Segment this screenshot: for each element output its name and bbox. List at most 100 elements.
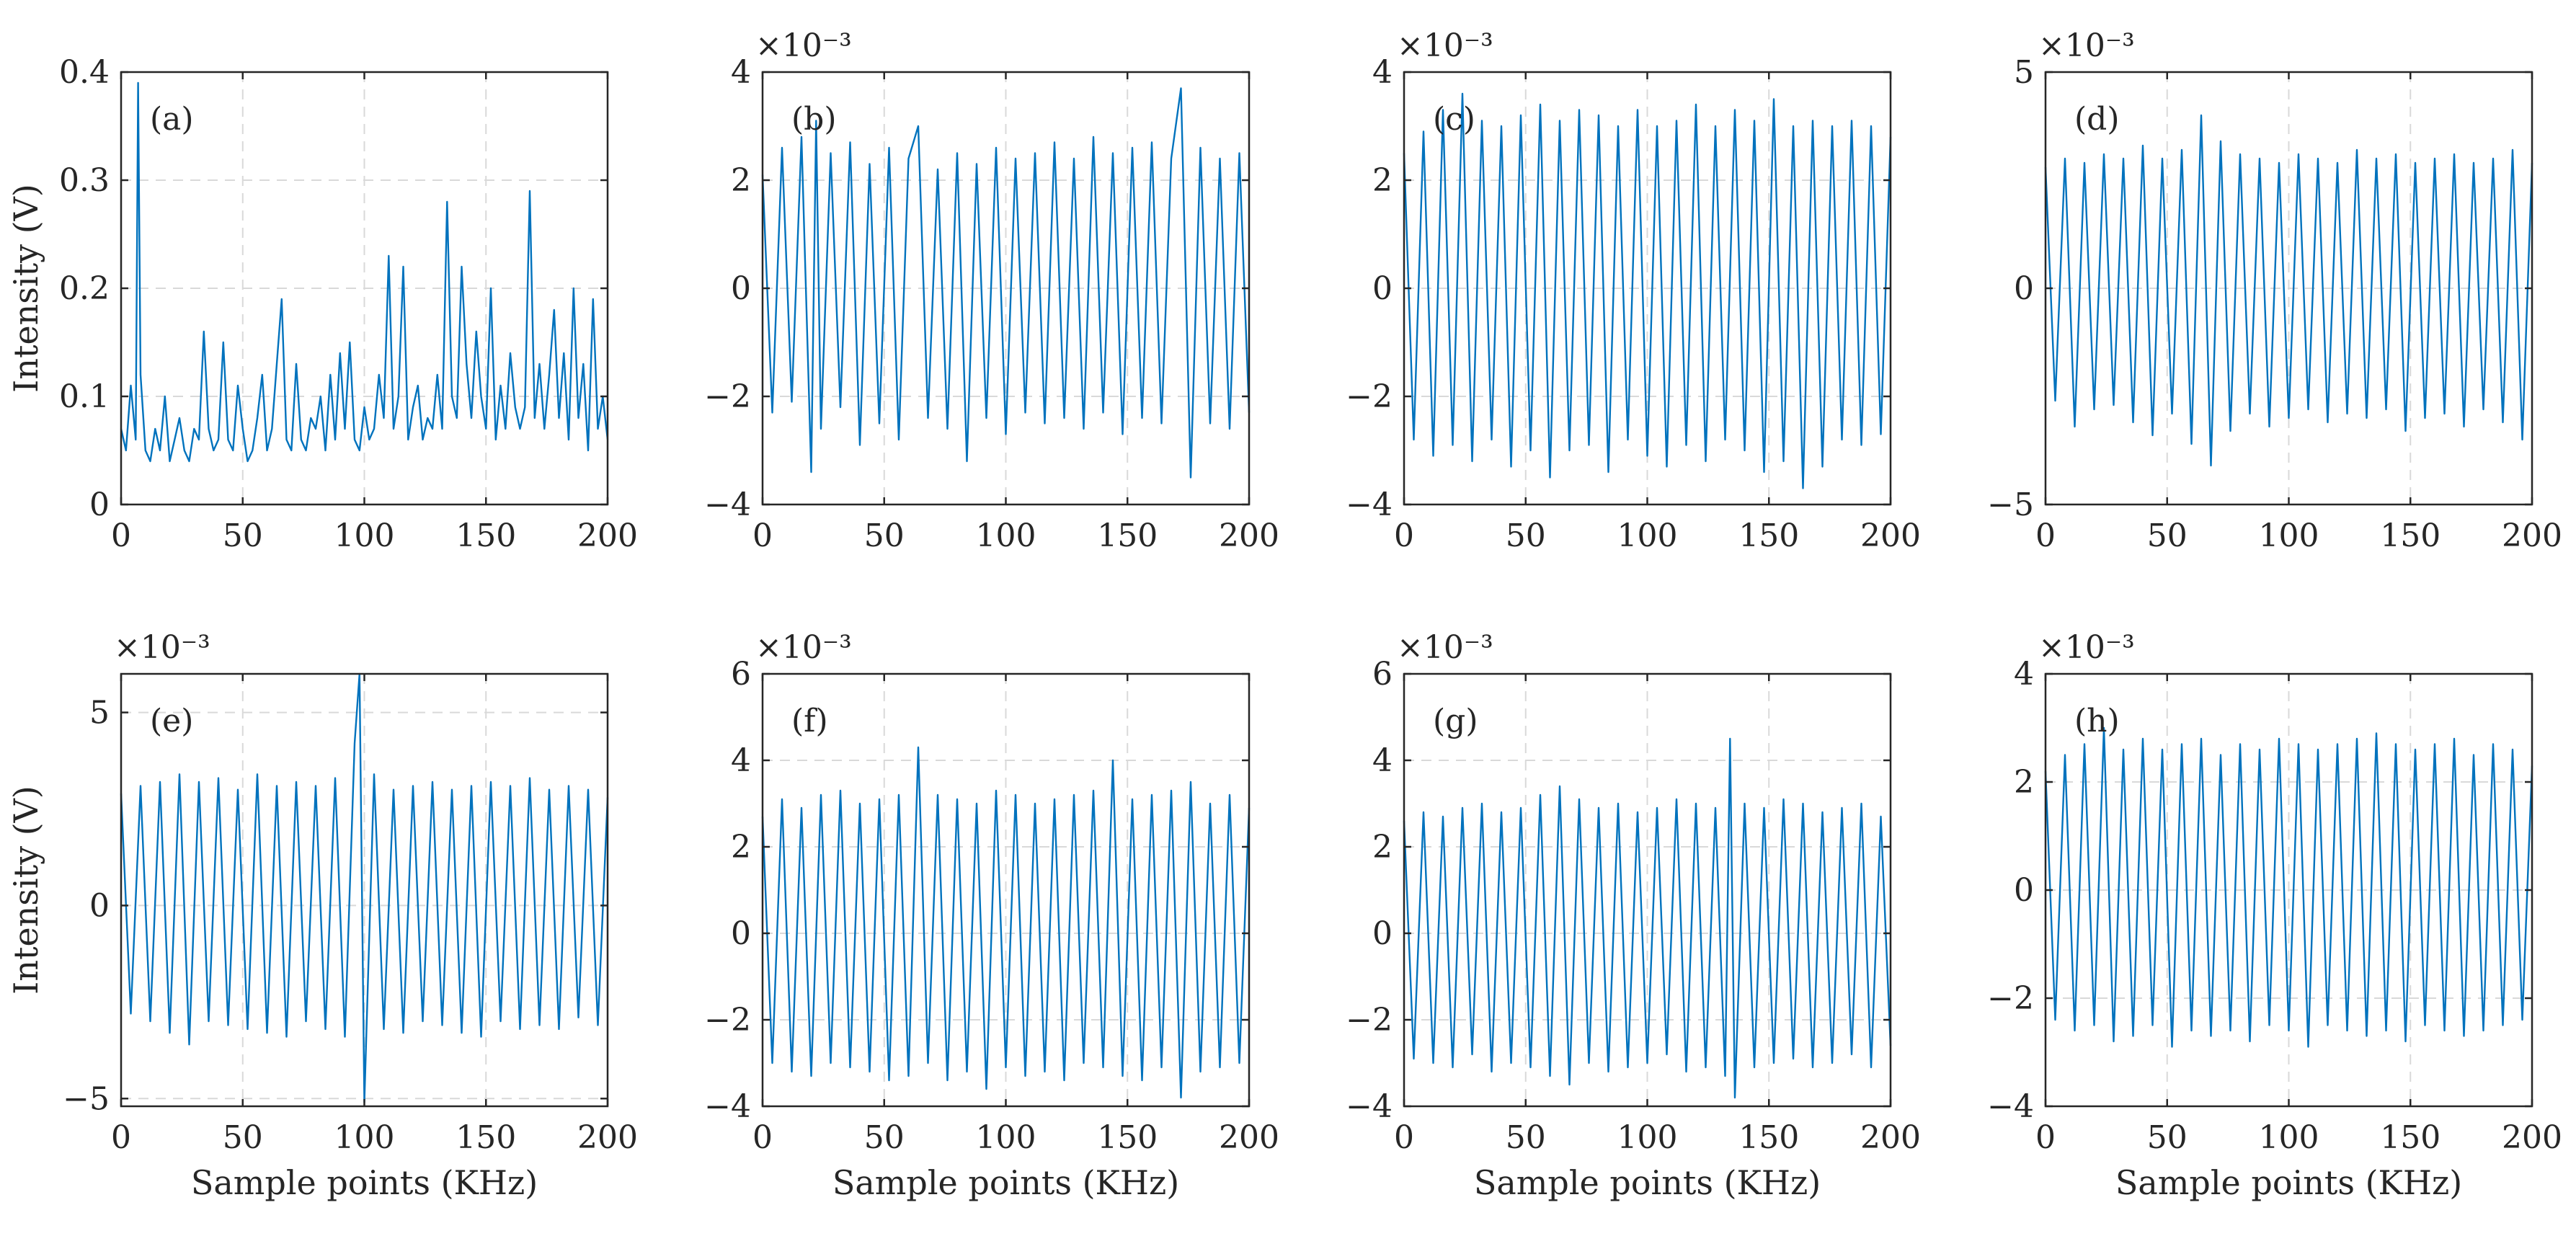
y-tick-label: 0 <box>2014 872 2034 909</box>
y-tick-label: −4 <box>704 1088 751 1125</box>
y-tick-label: 0 <box>2014 270 2034 307</box>
chart-panel-7: 0 50 100 150 200 −4 −2 0 2 4 6 (g) ×10⁻³ Sample point… <box>1346 629 1921 1202</box>
y-tick-label: −5 <box>1987 486 2034 523</box>
y-axis-label: Intensity (V) <box>6 184 45 393</box>
y-tick-label: 2 <box>731 162 751 199</box>
y-tick-label: 0.1 <box>59 378 110 415</box>
x-tick-label: 50 <box>864 1119 905 1156</box>
y-tick-label: 0 <box>731 915 751 952</box>
x-tick-label: 150 <box>1738 517 1799 554</box>
y-tick-label: 0 <box>1372 270 1393 307</box>
x-tick-label: 150 <box>456 1119 516 1156</box>
y-tick-label: 4 <box>731 742 751 779</box>
x-tick-label: 200 <box>577 1119 638 1156</box>
x-tick-label: 200 <box>577 517 638 554</box>
y-tick-label: −2 <box>704 1002 751 1039</box>
y-tick-label: 4 <box>1372 54 1393 91</box>
y-tick-label: −5 <box>63 1080 110 1117</box>
x-tick-label: 50 <box>223 517 263 554</box>
series-line <box>761 746 1251 1099</box>
series-line <box>120 81 609 463</box>
panel-label: (h) <box>2074 703 2120 739</box>
y-exponent-label: ×10⁻³ <box>1397 27 1493 64</box>
x-tick-label: 200 <box>2502 1119 2562 1156</box>
x-tick-label: 50 <box>2147 1119 2188 1156</box>
x-tick-label: 150 <box>1738 1119 1799 1156</box>
x-tick-label: 150 <box>1097 1119 1158 1156</box>
chart-panel-2: 0 50 100 150 200 −4 −2 0 2 4 (b) ×10⁻³ <box>704 27 1279 554</box>
chart-panel-1: 0 50 100 150 200 0 0.1 0.2 0.3 0.4 (a) Intensity (V… <box>6 54 638 554</box>
y-exponent-label: ×10⁻³ <box>755 27 852 64</box>
x-tick-label: 150 <box>2380 517 2440 554</box>
y-tick-label: 2 <box>731 829 751 866</box>
y-tick-label: 4 <box>731 54 751 91</box>
x-axis-label: Sample points (KHz) <box>832 1163 1179 1202</box>
x-tick-label: 150 <box>2380 1119 2440 1156</box>
series-line <box>1403 737 1892 1099</box>
y-tick-label: −4 <box>1346 1088 1393 1125</box>
y-tick-label: 2 <box>2014 764 2034 801</box>
y-exponent-label: ×10⁻³ <box>114 629 210 666</box>
y-tick-label: −2 <box>1346 378 1393 415</box>
x-axis-label: Sample points (KHz) <box>191 1163 538 1202</box>
panel-label: (a) <box>150 101 194 138</box>
x-tick-label: 50 <box>864 517 905 554</box>
x-tick-label: 100 <box>334 1119 395 1156</box>
y-tick-label: −4 <box>1987 1088 2034 1125</box>
y-tick-label: 0 <box>89 887 110 924</box>
y-tick-label: 2 <box>1372 162 1393 199</box>
x-axis-label: Sample points (KHz) <box>1474 1163 1821 1202</box>
panel-label: (g) <box>1433 703 1478 739</box>
y-tick-label: 5 <box>2014 54 2034 91</box>
x-tick-label: 0 <box>1394 1119 1414 1156</box>
x-tick-label: 100 <box>976 1119 1036 1156</box>
y-tick-label: 4 <box>1372 742 1393 779</box>
panel-label: (b) <box>791 101 837 138</box>
y-tick-label: 6 <box>1372 656 1393 693</box>
x-tick-label: 200 <box>1860 517 1921 554</box>
chart-panel-3: 0 50 100 150 200 −4 −2 0 2 4 (c) ×10⁻³ <box>1346 27 1921 554</box>
y-tick-label: 5 <box>89 695 110 732</box>
x-tick-label: 150 <box>1097 517 1158 554</box>
y-tick-label: 2 <box>1372 829 1393 866</box>
y-exponent-label: ×10⁻³ <box>2038 27 2135 64</box>
x-tick-label: 200 <box>2502 517 2562 554</box>
chart-panel-4: 0 50 100 150 200−505(d)×10⁻³ <box>1987 27 2562 554</box>
y-axis-label: Intensity (V) <box>6 786 45 995</box>
x-tick-label: 100 <box>1617 1119 1678 1156</box>
x-tick-label: 0 <box>1394 517 1414 554</box>
y-tick-label: 0.2 <box>59 270 110 307</box>
y-exponent-label: ×10⁻³ <box>2038 629 2135 666</box>
x-tick-label: 200 <box>1219 1119 1279 1156</box>
x-tick-label: 0 <box>111 1119 131 1156</box>
x-tick-label: 100 <box>1617 517 1678 554</box>
y-exponent-label: ×10⁻³ <box>755 629 852 666</box>
series-line <box>1403 92 1892 489</box>
x-tick-label: 0 <box>752 517 773 554</box>
chart-panel-6: 0 50 100 150 200 −4 −2 0 2 4 6 (f) ×10⁻³ Sample point… <box>704 629 1279 1202</box>
panel-label: (e) <box>150 703 193 739</box>
x-tick-label: 200 <box>1860 1119 1921 1156</box>
y-tick-label: −2 <box>704 378 751 415</box>
x-tick-label: 100 <box>976 517 1036 554</box>
series-line <box>2044 726 2533 1048</box>
x-tick-label: 50 <box>2147 517 2188 554</box>
y-tick-label: 0.3 <box>59 162 110 199</box>
x-tick-label: 100 <box>334 517 395 554</box>
x-tick-label: 0 <box>2035 517 2056 554</box>
x-tick-label: 50 <box>1506 1119 1546 1156</box>
x-tick-label: 50 <box>1506 517 1546 554</box>
y-tick-label: 0 <box>731 270 751 307</box>
x-tick-label: 0 <box>2035 1119 2056 1156</box>
x-tick-label: 100 <box>2259 517 2319 554</box>
series-line <box>2044 114 2533 467</box>
y-tick-label: −4 <box>704 486 751 523</box>
y-tick-label: 0 <box>1372 915 1393 952</box>
y-tick-label: 0 <box>89 486 110 523</box>
x-tick-label: 200 <box>1219 517 1279 554</box>
x-tick-label: 150 <box>456 517 516 554</box>
series-line <box>120 672 609 1103</box>
y-tick-label: −2 <box>1346 1002 1393 1039</box>
